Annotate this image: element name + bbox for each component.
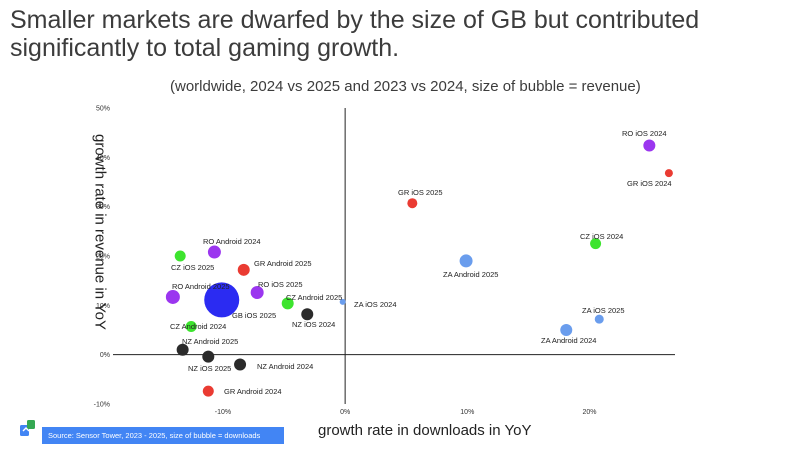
bubble-za-android-2024	[560, 324, 573, 336]
point-label-ro-android-2024: RO Android 2024	[203, 237, 261, 246]
point-label-za-ios-2025: ZA iOS 2025	[582, 306, 625, 315]
point-label-ro-android-2025: RO Android 2025	[172, 282, 230, 291]
bubble-gr-android-2025	[237, 263, 250, 276]
y-tick-label: 30%	[96, 204, 110, 211]
point-label-nz-ios-2024: NZ iOS 2024	[292, 320, 335, 329]
bubble-za-ios-2024	[339, 298, 346, 305]
y-tick-label: 0%	[100, 352, 110, 359]
bubble-cz-android-2024	[185, 321, 197, 333]
bubble-gb-ios-2025	[204, 282, 240, 318]
x-tick-label: 0%	[340, 409, 350, 416]
point-label-ro-ios-2025: RO iOS 2025	[258, 280, 303, 289]
point-label-gr-ios-2024: GR iOS 2024	[627, 179, 672, 188]
point-label-cz-ios-2025: CZ iOS 2025	[171, 263, 214, 272]
bubble-gr-ios-2025	[407, 198, 418, 209]
chart-subtitle: (worldwide, 2024 vs 2025 and 2023 vs 202…	[170, 78, 641, 95]
bubble-za-ios-2025	[594, 314, 604, 324]
point-label-nz-android-2024: NZ Android 2024	[257, 362, 313, 371]
bubble-ro-android-2025	[165, 289, 180, 304]
point-label-ro-ios-2024: RO iOS 2024	[622, 129, 667, 138]
point-label-nz-ios-2025: NZ iOS 2025	[188, 364, 231, 373]
point-label-za-ios-2024: ZA iOS 2024	[354, 300, 397, 309]
x-tick-label: 10%	[460, 409, 474, 416]
y-tick-label: 50%	[96, 106, 110, 113]
x-axis-label: growth rate in downloads in YoY	[318, 422, 532, 439]
y-tick-label: 10%	[96, 303, 110, 310]
source-note: Source: Sensor Tower, 2023 - 2025, size …	[42, 427, 284, 444]
page-title: Smaller markets are dwarfed by the size …	[10, 6, 700, 62]
bubble-cz-android-2025	[281, 297, 294, 310]
point-label-cz-android-2024: CZ Android 2024	[170, 322, 226, 331]
point-label-cz-ios-2024: CZ iOS 2024	[580, 232, 623, 241]
y-axis-label: growth rate in revenue in YoY	[91, 134, 109, 330]
point-label-cz-android-2025: CZ Android 2025	[286, 293, 342, 302]
point-label-nz-android-2025: NZ Android 2025	[182, 337, 238, 346]
point-label-gb-ios-2025: GB iOS 2025	[232, 311, 276, 320]
chart-tick-labels: -10% 0% 10% 20% 30% 40% 50% -10% 0% 10% 20%	[94, 106, 597, 417]
point-label-za-android-2025: ZA Android 2025	[443, 270, 498, 279]
bubble-nz-android-2025	[176, 343, 189, 356]
bubble-cz-ios-2024	[590, 238, 602, 250]
point-label-gr-ios-2025: GR iOS 2025	[398, 188, 443, 197]
point-label-za-android-2024: ZA Android 2024	[541, 336, 596, 345]
chart-bubbles	[165, 139, 673, 397]
x-tick-label: 20%	[582, 409, 596, 416]
chart-point-labels: RO iOS 2024 GR iOS 2024 GR iOS 2025 CZ iOS …	[170, 129, 672, 396]
bubble-nz-ios-2024	[301, 308, 314, 321]
bubble-ro-android-2024	[207, 245, 221, 259]
chart-axes	[113, 108, 675, 404]
x-tick-label: -10%	[215, 409, 231, 416]
bubble-gr-ios-2024	[664, 169, 673, 178]
y-tick-label: -10%	[94, 402, 110, 409]
bubble-za-android-2025	[459, 254, 473, 268]
y-tick-label: 40%	[96, 155, 110, 162]
point-label-gr-android-2025: GR Android 2025	[254, 259, 312, 268]
bubble-nz-ios-2025	[202, 350, 215, 363]
bubble-ro-ios-2025	[250, 286, 264, 300]
bubble-gr-android-2024	[202, 385, 214, 397]
bubble-cz-ios-2025	[174, 250, 186, 262]
y-tick-label: 20%	[96, 254, 110, 261]
looker-studio-logo-icon	[20, 420, 35, 436]
bubble-ro-ios-2024	[643, 139, 656, 152]
bubble-nz-android-2024	[234, 358, 247, 371]
point-label-gr-android-2024: GR Android 2024	[224, 387, 282, 396]
